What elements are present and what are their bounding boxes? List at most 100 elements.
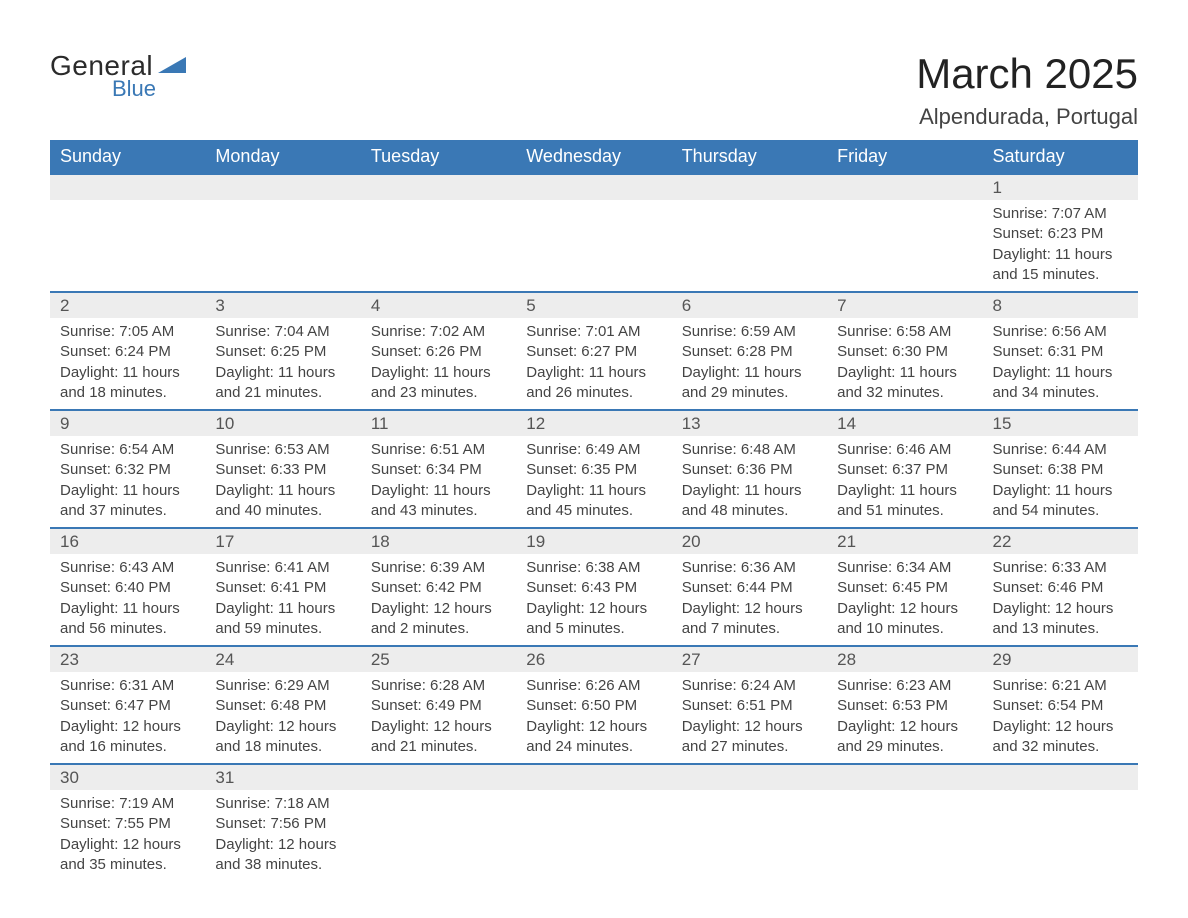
calendar-table: SundayMondayTuesdayWednesdayThursdayFrid… (50, 140, 1138, 881)
day-number-cell: 8 (983, 292, 1138, 318)
daylight-line: Daylight: 11 hours and 40 minutes. (215, 481, 350, 522)
day-detail-cell: Sunrise: 6:36 AMSunset: 6:44 PMDaylight:… (672, 554, 827, 646)
day-number-cell (361, 764, 516, 790)
day-detail-cell: Sunrise: 6:39 AMSunset: 6:42 PMDaylight:… (361, 554, 516, 646)
day-number-cell (361, 174, 516, 200)
sunrise-line: Sunrise: 7:05 AM (60, 322, 195, 342)
day-detail-cell (827, 790, 982, 881)
day-number-cell (672, 174, 827, 200)
weekday-header: Saturday (983, 140, 1138, 174)
sunset-line: Sunset: 6:34 PM (371, 460, 506, 480)
daylight-line: Daylight: 11 hours and 37 minutes. (60, 481, 195, 522)
day-number-cell: 25 (361, 646, 516, 672)
day-detail-cell: Sunrise: 6:46 AMSunset: 6:37 PMDaylight:… (827, 436, 982, 528)
day-number-row: 16171819202122 (50, 528, 1138, 554)
day-number-cell (672, 764, 827, 790)
sunset-line: Sunset: 6:25 PM (215, 342, 350, 362)
day-number-row: 2345678 (50, 292, 1138, 318)
daylight-line: Daylight: 11 hours and 18 minutes. (60, 363, 195, 404)
day-detail-cell: Sunrise: 6:48 AMSunset: 6:36 PMDaylight:… (672, 436, 827, 528)
day-number-cell (516, 764, 671, 790)
sunset-line: Sunset: 6:36 PM (682, 460, 817, 480)
day-number-cell: 2 (50, 292, 205, 318)
daylight-line: Daylight: 11 hours and 43 minutes. (371, 481, 506, 522)
sunset-line: Sunset: 6:32 PM (60, 460, 195, 480)
sunset-line: Sunset: 6:24 PM (60, 342, 195, 362)
day-detail-cell (361, 200, 516, 292)
day-detail-cell: Sunrise: 6:26 AMSunset: 6:50 PMDaylight:… (516, 672, 671, 764)
day-number-cell: 14 (827, 410, 982, 436)
day-detail-cell: Sunrise: 6:49 AMSunset: 6:35 PMDaylight:… (516, 436, 671, 528)
day-number-cell: 26 (516, 646, 671, 672)
daylight-line: Daylight: 11 hours and 26 minutes. (526, 363, 661, 404)
day-number-cell: 10 (205, 410, 360, 436)
sunrise-line: Sunrise: 6:43 AM (60, 558, 195, 578)
sunset-line: Sunset: 6:27 PM (526, 342, 661, 362)
weekday-header: Tuesday (361, 140, 516, 174)
sunrise-line: Sunrise: 7:07 AM (993, 204, 1128, 224)
day-detail-cell: Sunrise: 6:34 AMSunset: 6:45 PMDaylight:… (827, 554, 982, 646)
day-number-cell (205, 174, 360, 200)
day-detail-cell (983, 790, 1138, 881)
day-number-cell (983, 764, 1138, 790)
sunset-line: Sunset: 6:50 PM (526, 696, 661, 716)
day-number-cell: 20 (672, 528, 827, 554)
day-number-row: 9101112131415 (50, 410, 1138, 436)
sunset-line: Sunset: 6:35 PM (526, 460, 661, 480)
sunset-line: Sunset: 6:46 PM (993, 578, 1128, 598)
day-detail-cell: Sunrise: 6:43 AMSunset: 6:40 PMDaylight:… (50, 554, 205, 646)
sunset-line: Sunset: 6:30 PM (837, 342, 972, 362)
sunset-line: Sunset: 6:33 PM (215, 460, 350, 480)
daylight-line: Daylight: 12 hours and 2 minutes. (371, 599, 506, 640)
sunset-line: Sunset: 6:54 PM (993, 696, 1128, 716)
daylight-line: Daylight: 11 hours and 29 minutes. (682, 363, 817, 404)
day-detail-cell (672, 200, 827, 292)
day-detail-cell: Sunrise: 7:01 AMSunset: 6:27 PMDaylight:… (516, 318, 671, 410)
daylight-line: Daylight: 12 hours and 13 minutes. (993, 599, 1128, 640)
day-detail-cell: Sunrise: 7:04 AMSunset: 6:25 PMDaylight:… (205, 318, 360, 410)
day-detail-cell: Sunrise: 6:54 AMSunset: 6:32 PMDaylight:… (50, 436, 205, 528)
location: Alpendurada, Portugal (916, 104, 1138, 130)
daylight-line: Daylight: 11 hours and 56 minutes. (60, 599, 195, 640)
daylight-line: Daylight: 11 hours and 32 minutes. (837, 363, 972, 404)
daylight-line: Daylight: 11 hours and 59 minutes. (215, 599, 350, 640)
sunrise-line: Sunrise: 6:44 AM (993, 440, 1128, 460)
day-number-cell: 4 (361, 292, 516, 318)
day-detail-cell: Sunrise: 6:33 AMSunset: 6:46 PMDaylight:… (983, 554, 1138, 646)
sunrise-line: Sunrise: 7:01 AM (526, 322, 661, 342)
day-number-cell: 9 (50, 410, 205, 436)
sunrise-line: Sunrise: 7:18 AM (215, 794, 350, 814)
sunrise-line: Sunrise: 6:51 AM (371, 440, 506, 460)
day-number-cell: 19 (516, 528, 671, 554)
day-number-cell (50, 174, 205, 200)
day-number-cell: 12 (516, 410, 671, 436)
daylight-line: Daylight: 11 hours and 48 minutes. (682, 481, 817, 522)
sunset-line: Sunset: 6:47 PM (60, 696, 195, 716)
daylight-line: Daylight: 12 hours and 7 minutes. (682, 599, 817, 640)
sunrise-line: Sunrise: 6:58 AM (837, 322, 972, 342)
sunset-line: Sunset: 6:42 PM (371, 578, 506, 598)
sunset-line: Sunset: 6:49 PM (371, 696, 506, 716)
day-number-cell (827, 174, 982, 200)
day-detail-cell: Sunrise: 6:51 AMSunset: 6:34 PMDaylight:… (361, 436, 516, 528)
day-number-cell: 16 (50, 528, 205, 554)
sunrise-line: Sunrise: 6:34 AM (837, 558, 972, 578)
weekday-header-row: SundayMondayTuesdayWednesdayThursdayFrid… (50, 140, 1138, 174)
day-detail-cell: Sunrise: 6:58 AMSunset: 6:30 PMDaylight:… (827, 318, 982, 410)
day-number-cell (516, 174, 671, 200)
day-number-cell: 18 (361, 528, 516, 554)
sunrise-line: Sunrise: 6:49 AM (526, 440, 661, 460)
sunrise-line: Sunrise: 6:21 AM (993, 676, 1128, 696)
sunset-line: Sunset: 6:40 PM (60, 578, 195, 598)
day-number-row: 23242526272829 (50, 646, 1138, 672)
sunrise-line: Sunrise: 6:39 AM (371, 558, 506, 578)
sunrise-line: Sunrise: 6:46 AM (837, 440, 972, 460)
day-detail-row: Sunrise: 6:43 AMSunset: 6:40 PMDaylight:… (50, 554, 1138, 646)
sunrise-line: Sunrise: 7:04 AM (215, 322, 350, 342)
calendar-body: 1 Sunrise: 7:07 AMSunset: 6:23 PMDayligh… (50, 174, 1138, 881)
day-number-cell: 17 (205, 528, 360, 554)
day-detail-row: Sunrise: 7:19 AMSunset: 7:55 PMDaylight:… (50, 790, 1138, 881)
sunrise-line: Sunrise: 6:31 AM (60, 676, 195, 696)
day-detail-cell: Sunrise: 6:31 AMSunset: 6:47 PMDaylight:… (50, 672, 205, 764)
sunset-line: Sunset: 6:44 PM (682, 578, 817, 598)
